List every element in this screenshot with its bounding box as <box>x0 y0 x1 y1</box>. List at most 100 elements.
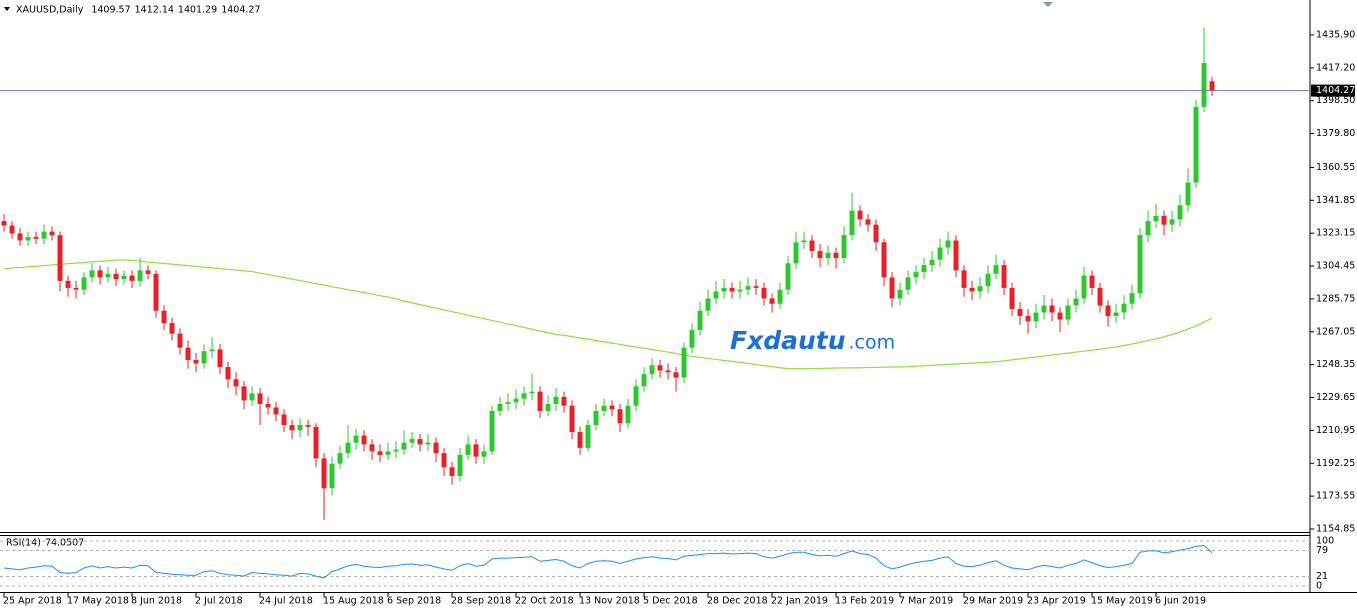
candle-body <box>961 270 967 288</box>
y-tick-label: 1173.55 <box>1316 491 1355 502</box>
y-tick-label: 1323.15 <box>1316 228 1355 239</box>
x-tick-label: 6 Sep 2018 <box>387 596 441 607</box>
candle-body <box>337 453 343 464</box>
candle-body <box>97 270 103 278</box>
candle-body <box>521 393 527 399</box>
candle-body <box>689 330 695 348</box>
candle-body <box>1041 305 1047 313</box>
candle-body <box>545 403 551 411</box>
candle-body <box>321 458 327 489</box>
candle-body <box>929 259 935 266</box>
candle-body <box>889 277 895 299</box>
candle-body <box>297 425 303 431</box>
candle-body <box>953 240 959 271</box>
candle-body <box>441 453 447 468</box>
candle-body <box>1193 106 1199 183</box>
candle-body <box>1169 219 1175 225</box>
candle-body <box>1025 316 1031 322</box>
candle-body <box>409 439 415 443</box>
candle-body <box>881 242 887 278</box>
x-tick-label: 28 Dec 2018 <box>707 596 768 607</box>
watermark-suffix: .com <box>849 332 896 354</box>
candle-body <box>1153 215 1159 222</box>
candle-body <box>233 379 239 387</box>
candle-body <box>1065 305 1071 320</box>
moving-average <box>3 259 1213 370</box>
candle-body <box>425 442 431 445</box>
candle-body <box>177 333 183 348</box>
candle-body <box>273 407 279 415</box>
candle-body <box>433 442 439 454</box>
candle-body <box>681 347 687 378</box>
shift-marker <box>1043 2 1053 7</box>
candle-body <box>169 323 175 334</box>
candle-body <box>1137 235 1143 294</box>
candle-body <box>585 425 591 448</box>
candle-body <box>489 410 495 452</box>
candle-body <box>385 451 391 455</box>
header-high: 1412.14 <box>135 5 174 16</box>
candle-body <box>481 451 487 457</box>
candle-body <box>289 425 295 431</box>
candle-body <box>505 402 511 404</box>
candle-body <box>577 432 583 448</box>
candle-body <box>281 414 287 426</box>
candle-body <box>985 273 991 287</box>
candle-body <box>593 410 599 426</box>
x-tick-label: 13 Nov 2018 <box>579 596 640 607</box>
candle-body <box>737 289 743 292</box>
rsi-tick-label: 21 <box>1316 571 1328 582</box>
candle-body <box>609 405 615 410</box>
candle-body <box>1105 305 1111 317</box>
y-tick-label: 1379.80 <box>1316 128 1355 139</box>
y-tick-label: 1341.85 <box>1316 195 1355 206</box>
candle-body <box>865 219 871 225</box>
candle-body <box>329 463 335 489</box>
candle-body <box>129 275 135 281</box>
candle-body <box>249 393 255 401</box>
candle-body <box>713 291 719 299</box>
header-open: 1409.57 <box>91 5 130 16</box>
x-tick-label: 6 Jun 2019 <box>1155 596 1206 607</box>
candle-body <box>161 310 167 324</box>
candle-body <box>113 273 119 280</box>
y-tick-label: 1304.45 <box>1316 261 1355 272</box>
candle-body <box>897 289 903 299</box>
x-tick-label: 17 May 2018 <box>67 596 129 607</box>
candle-body <box>945 240 951 248</box>
rsi-line <box>3 544 1213 579</box>
x-tick-label: 2 Jul 2018 <box>195 596 243 607</box>
candle-body <box>1145 221 1151 236</box>
candle-body <box>761 287 767 299</box>
rsi-tick-label: 0 <box>1316 581 1322 592</box>
candle-body <box>209 349 215 352</box>
candle-body <box>145 270 151 274</box>
candle-body <box>537 391 543 411</box>
header-close: 1404.27 <box>221 5 260 16</box>
candle-body <box>873 224 879 243</box>
current-price-label: 1404.27 <box>1316 85 1355 96</box>
candle-body <box>529 391 535 394</box>
candle-body <box>417 439 423 445</box>
candle-body <box>33 236 39 239</box>
candle-body <box>73 287 79 290</box>
candle-body <box>729 287 735 292</box>
candle-body <box>17 233 23 241</box>
menu-arrow <box>4 7 10 11</box>
candle-body <box>49 231 55 236</box>
candle-body <box>849 210 855 236</box>
candle-body <box>857 210 863 220</box>
candle-body <box>81 277 87 290</box>
candle-body <box>697 310 703 331</box>
candle-body <box>25 236 31 241</box>
candle-body <box>665 370 671 373</box>
candle-body <box>185 347 191 360</box>
y-tick-label: 1192.25 <box>1316 458 1355 469</box>
candle-body <box>841 235 847 259</box>
candle-body <box>649 365 655 375</box>
current-price-box <box>1311 84 1355 97</box>
candle-body <box>905 277 911 290</box>
candle-body <box>641 374 647 387</box>
